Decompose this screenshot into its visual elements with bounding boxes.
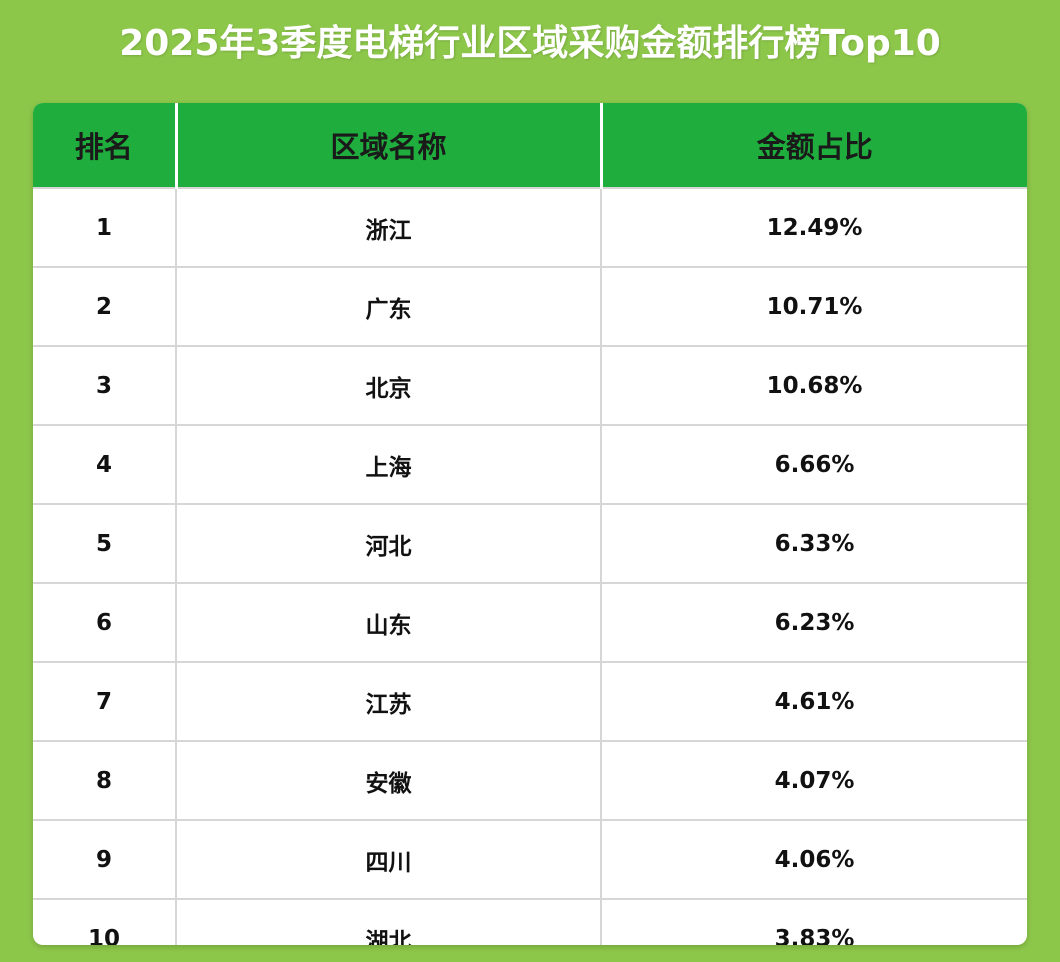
rank-cell: 8 bbox=[33, 740, 177, 820]
region-cell: 安徽 bbox=[176, 740, 602, 820]
share-cell: 10.68% bbox=[601, 345, 1027, 425]
rank-cell: 10 bbox=[33, 898, 177, 945]
share-cell: 12.49% bbox=[601, 187, 1027, 267]
table-row: 7 江苏 4.61% bbox=[33, 661, 1027, 741]
region-cell: 广东 bbox=[176, 266, 602, 346]
ranking-table: 排名 区域名称 金额占比 1 浙江 12.49% 2 广东 10.71% 3 北京 10.68%… bbox=[33, 103, 1027, 945]
share-cell: 3.83% bbox=[601, 898, 1027, 945]
region-cell: 四川 bbox=[176, 819, 602, 899]
rank-cell: 5 bbox=[33, 503, 177, 583]
table-row: 9 四川 4.06% bbox=[33, 819, 1027, 899]
region-cell: 湖北 bbox=[176, 898, 602, 945]
rank-cell: 3 bbox=[33, 345, 177, 425]
region-cell: 山东 bbox=[176, 582, 602, 662]
rank-cell: 4 bbox=[33, 424, 177, 504]
table-row: 8 安徽 4.07% bbox=[33, 740, 1027, 820]
table-row: 6 山东 6.23% bbox=[33, 582, 1027, 662]
rank-cell: 2 bbox=[33, 266, 177, 346]
region-cell: 浙江 bbox=[176, 187, 602, 267]
table-row: 4 上海 6.66% bbox=[33, 424, 1027, 504]
share-cell: 4.07% bbox=[601, 740, 1027, 820]
ranking-table-container: 排名 区域名称 金额占比 1 浙江 12.49% 2 广东 10.71% 3 北京 10.68%… bbox=[33, 103, 1027, 945]
table-row: 10 湖北 3.83% bbox=[33, 898, 1027, 945]
rank-cell: 7 bbox=[33, 661, 177, 741]
region-cell: 北京 bbox=[176, 345, 602, 425]
header-region: 区域名称 bbox=[176, 103, 603, 188]
table-row: 5 河北 6.33% bbox=[33, 503, 1027, 583]
share-cell: 4.61% bbox=[601, 661, 1027, 741]
rank-cell: 6 bbox=[33, 582, 177, 662]
table-row: 1 浙江 12.49% bbox=[33, 187, 1027, 267]
table-row: 2 广东 10.71% bbox=[33, 266, 1027, 346]
rank-cell: 1 bbox=[33, 187, 177, 267]
header-rank: 排名 bbox=[33, 103, 178, 188]
table-row: 3 北京 10.68% bbox=[33, 345, 1027, 425]
region-cell: 河北 bbox=[176, 503, 602, 583]
region-cell: 江苏 bbox=[176, 661, 602, 741]
share-cell: 10.71% bbox=[601, 266, 1027, 346]
share-cell: 6.33% bbox=[601, 503, 1027, 583]
share-cell: 4.06% bbox=[601, 819, 1027, 899]
chart-title: 2025年3季度电梯行业区域采购金额排行榜Top10 bbox=[119, 23, 941, 64]
share-cell: 6.66% bbox=[601, 424, 1027, 504]
header-share: 金额占比 bbox=[601, 103, 1027, 188]
rank-cell: 9 bbox=[33, 819, 177, 899]
table-body: 1 浙江 12.49% 2 广东 10.71% 3 北京 10.68% 4 上海 6.66% 5 河北 6.… bbox=[33, 187, 1027, 945]
share-cell: 6.23% bbox=[601, 582, 1027, 662]
table-header-row: 排名 区域名称 金额占比 bbox=[33, 103, 1027, 188]
region-cell: 上海 bbox=[176, 424, 602, 504]
